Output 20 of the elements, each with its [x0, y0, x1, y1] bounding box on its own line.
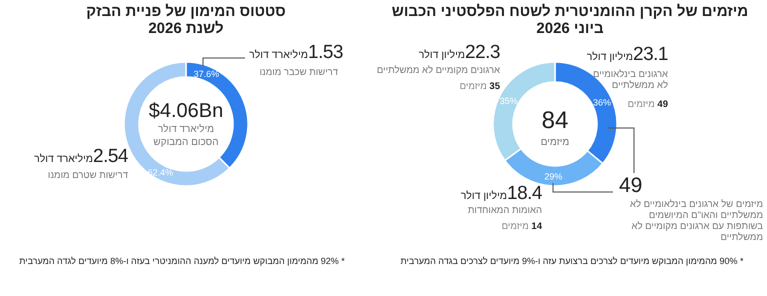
slice-label: האומות המאוחדות — [466, 205, 542, 216]
data-label: 35% — [500, 96, 518, 106]
data-label: 36% — [593, 97, 612, 108]
text: מיזמים של ארגונים בינלאומיים לא ממשלתיים והאו"ם המיושמים בשותפות עם ארגונים מקומיים לא ממשלתיים — [629, 199, 763, 243]
slice-label: ארגונים מקומיים לא ממשלתיים — [376, 65, 500, 76]
text: מיליארד דולר — [156, 124, 216, 135]
chart-title: סטטוס המימון של פניית הבזק לשנת 2026 — [85, 3, 287, 37]
text: 84 — [542, 107, 568, 134]
chart-title: מיזמים של הקרן ההומניטרית לשטח הפלסטיני הכבוש ביוני 2026 — [390, 3, 750, 37]
text: * 92% מהמימון המבוקש מיועדים למענה ההומניטרי בעזה ו-8% מיועדים לגדה המערבית — [18, 256, 346, 266]
slice-label: דרישות שטרם מומנו — [46, 170, 128, 181]
slice-label: דרישות שכבר מומנו — [260, 67, 338, 78]
text: הסכום המבוקש — [153, 137, 219, 148]
text: מיזמים — [540, 137, 570, 148]
slice-label: ארגונים בינלאומיים לא ממשלתיים — [592, 69, 668, 91]
data-label: 37.6% — [194, 68, 220, 79]
data-label: 29% — [544, 171, 562, 182]
text: 49 — [619, 174, 642, 198]
text: $4.06Bn — [148, 100, 224, 123]
text: * 90% מהמימון המבוקש מיועדים לצרכים ברצועת עזה ו-9% מיועדים לצרכים בגדה המערבית — [399, 256, 745, 266]
